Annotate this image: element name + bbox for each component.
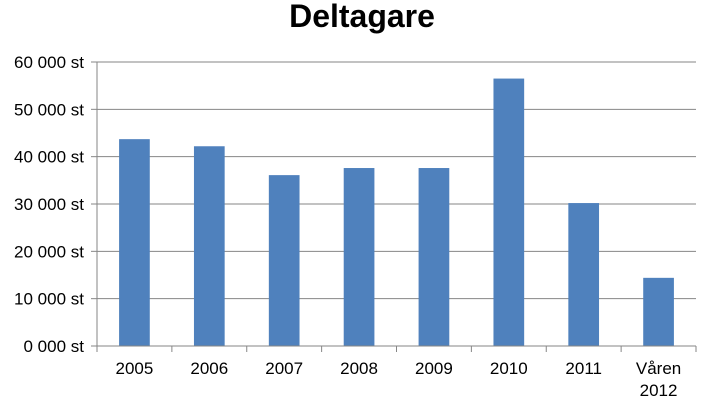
bars	[119, 78, 674, 347]
x-tick-label: 2011	[565, 359, 602, 378]
y-tick-label: 50 000 st	[14, 100, 84, 119]
bar	[193, 146, 225, 346]
axes	[91, 61, 697, 352]
bar	[418, 168, 450, 346]
gridlines	[97, 61, 696, 300]
x-tick-label: 2009	[415, 359, 453, 378]
x-tick-label: 2010	[490, 359, 528, 378]
bar	[643, 277, 674, 346]
bar	[493, 78, 525, 347]
x-tick-labels: 2005 2006 2007 2008 2009 2010 2011 Våren 2012	[116, 359, 682, 400]
x-tick-label: 2005	[116, 359, 154, 378]
bar	[343, 168, 375, 346]
x-tick-label: 2008	[340, 359, 378, 378]
x-tick-label: 2006	[190, 359, 228, 378]
x-tick-label: 2007	[265, 359, 303, 378]
bar	[568, 203, 600, 346]
y-tick-labels: 0 000 st 10 000 st 20 000 st 30 000 st 40 00…	[14, 53, 84, 356]
bar	[119, 139, 150, 346]
y-tick-label: 0 000 st	[24, 337, 85, 356]
y-tick-label: 10 000 st	[14, 290, 84, 309]
y-tick-label: 40 000 st	[14, 148, 84, 167]
y-tick-label: 20 000 st	[14, 242, 84, 261]
y-tick-label: 60 000 st	[14, 53, 84, 72]
bar	[268, 175, 300, 346]
chart-title: Deltagare	[289, 0, 435, 34]
x-tick-label: Våren 2012	[636, 359, 681, 400]
y-tick-label: 30 000 st	[14, 195, 84, 214]
